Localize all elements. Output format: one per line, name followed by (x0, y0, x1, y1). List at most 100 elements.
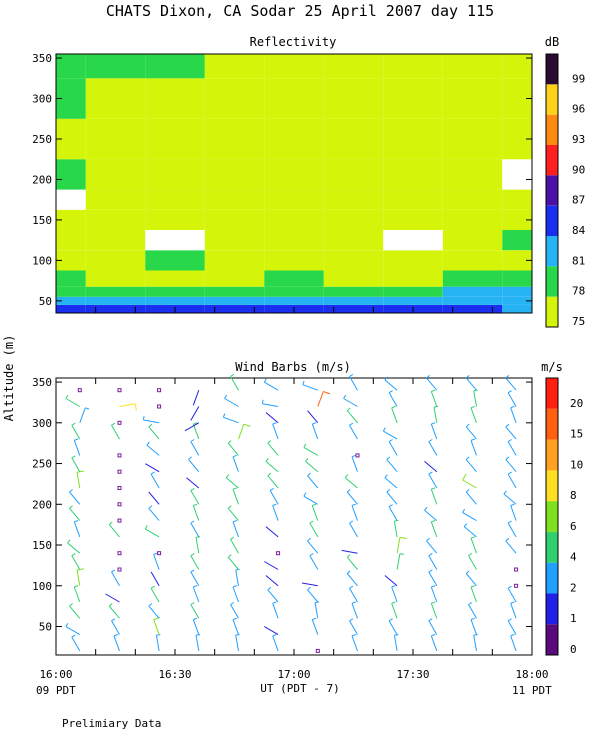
wind-barb-flag (190, 602, 195, 605)
wind-barb (145, 463, 160, 473)
wind-barb-flag (351, 634, 356, 637)
reflectivity-cell (323, 304, 384, 313)
wind-barb-flag (230, 373, 235, 377)
wind-barb-flag (431, 634, 436, 637)
wind-barb (393, 521, 398, 537)
wind-barb (188, 459, 200, 473)
wind-barb-flag (153, 552, 158, 555)
wind-barb-flag (303, 492, 307, 497)
wind-barb (384, 379, 398, 391)
wind-barb (505, 377, 517, 391)
reflectivity-cell (383, 54, 443, 79)
wind-barb (272, 635, 279, 652)
x-axis-label: UT (PDT - 7) (260, 682, 339, 695)
wind-barb (386, 459, 398, 473)
reflectivity-cell (442, 159, 503, 190)
reflectivity-cell (145, 270, 205, 287)
wind-barb (510, 505, 517, 521)
reflectivity-cell (442, 250, 503, 271)
wind-barb (384, 477, 398, 489)
reflectivity-cell (502, 209, 533, 230)
wind-barb (311, 505, 319, 521)
reflectivity-colorbar-tick-label: 87 (572, 194, 585, 207)
reflectivity-cell (383, 296, 443, 305)
wind-barb-flag (388, 439, 393, 442)
wind-barb (192, 619, 200, 635)
wind-barb-flag (190, 569, 195, 573)
reflectivity-cell (442, 189, 503, 210)
wind-barb-flag (150, 471, 155, 475)
wind-barb-flag (148, 505, 153, 509)
wind-barb (383, 430, 398, 440)
wind-colorbar-swatch (546, 531, 558, 563)
wind-barb (349, 620, 358, 635)
wind-barb-flag (505, 375, 510, 379)
wind-barb (507, 620, 517, 635)
wind-barb (305, 461, 319, 473)
wind-barb-flag (351, 454, 356, 458)
wind-y-tick-label: 250 (32, 458, 52, 471)
wind-barb (150, 571, 160, 587)
wind-barb (192, 423, 200, 440)
reflectivity-cell (145, 250, 205, 271)
wind-barb-flag (227, 505, 232, 509)
wind-barb-flag (113, 634, 118, 637)
wind-y-tick-label: 300 (32, 417, 52, 430)
wind-barb-flag (428, 569, 433, 573)
reflectivity-cell (442, 78, 503, 119)
wind-barb-flag (468, 553, 473, 557)
wind-barb-flag (323, 391, 331, 395)
reflectivity-cell (442, 270, 503, 287)
wind-barb-flag (314, 601, 320, 604)
wind-barb (113, 635, 120, 652)
wind-barb (470, 407, 477, 423)
wind-barb (317, 391, 324, 407)
wind-barb-flag (85, 407, 90, 410)
reflectivity-colorbar-frame (545, 53, 559, 328)
wind-barb-flag (394, 634, 399, 636)
reflectivity-cell (383, 78, 443, 119)
wind-barb-flag (267, 440, 272, 444)
wind-barb (192, 505, 200, 521)
wind-barb-flag (76, 470, 84, 473)
reflectivity-cell (323, 159, 384, 190)
reflectivity-cell (145, 78, 205, 119)
wind-barb-flag (190, 520, 195, 524)
wind-barb (232, 521, 239, 538)
wind-barb-flag (388, 504, 393, 508)
wind-barb-flag (302, 380, 305, 385)
reflectivity-cell (264, 296, 324, 305)
reflectivity-cell (56, 159, 86, 190)
wind-barb (190, 604, 200, 619)
wind-barb-flag (507, 520, 512, 524)
wind-barb-flag (272, 634, 277, 637)
wind-colorbar-label: m/s (541, 360, 563, 374)
wind-barb (265, 412, 279, 424)
wind-barb-flag (108, 603, 113, 607)
wind-barb-flag (391, 405, 396, 409)
reflectivity-cell (502, 230, 533, 251)
reflectivity-cell (85, 304, 146, 313)
wind-barb-flag (426, 375, 430, 379)
reflectivity-colorbar-swatch (546, 84, 558, 115)
wind-barb-flag (465, 489, 470, 493)
reflectivity-cell (264, 118, 324, 160)
local-time-left: 09 PDT (36, 684, 76, 697)
time-tick-label: 17:30 (396, 668, 429, 681)
wind-barb (238, 423, 245, 440)
reflectivity-cell (323, 54, 384, 79)
wind-barb-flag (426, 537, 430, 542)
wind-barb-flag (388, 390, 393, 394)
wind-barb-flag (71, 455, 76, 459)
wind-calm-marker (117, 551, 122, 556)
reflectivity-cell (323, 189, 384, 210)
wind-barb (346, 491, 358, 505)
wind-barb (69, 491, 81, 505)
reflectivity-y-tick-label: 150 (32, 214, 52, 227)
wind-colorbar-tick-label: 4 (570, 551, 577, 564)
wind-barb-flag (224, 394, 228, 399)
wind-barb (192, 390, 200, 406)
wind-barb (227, 556, 239, 570)
wind-barb (230, 604, 239, 619)
